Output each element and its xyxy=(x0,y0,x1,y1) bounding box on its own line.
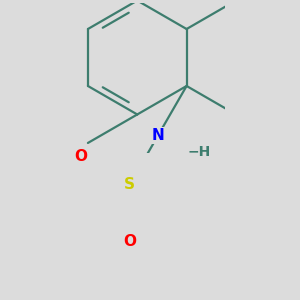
Text: O: O xyxy=(123,234,136,249)
Text: O: O xyxy=(74,149,87,164)
Text: S: S xyxy=(124,177,135,192)
Text: −H: −H xyxy=(188,146,211,159)
Text: N: N xyxy=(152,128,164,143)
